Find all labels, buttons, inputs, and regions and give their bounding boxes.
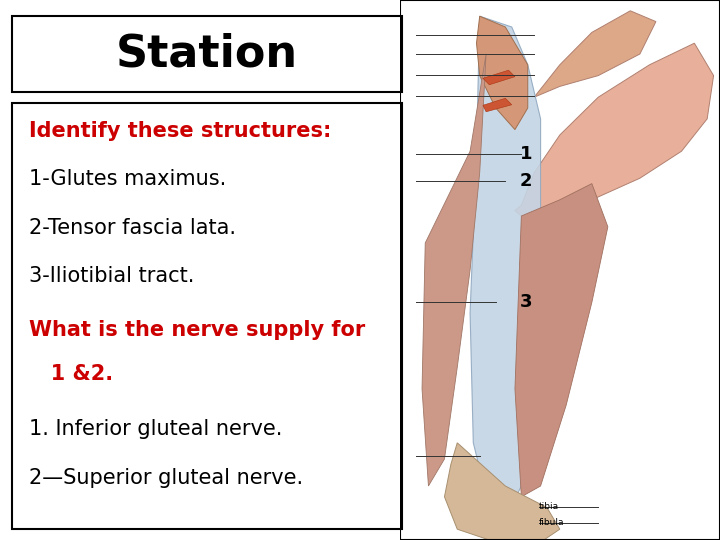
Bar [12,103,402,529]
Polygon shape [470,16,541,518]
Text: 1. Inferior gluteal nerve.: 1. Inferior gluteal nerve. [29,419,282,440]
Text: tibia: tibia [539,502,559,511]
Text: What is the nerve supply for: What is the nerve supply for [29,320,365,341]
Text: fibula: fibula [539,518,564,527]
Text: 1: 1 [520,145,533,163]
Text: 2-Tensor fascia lata.: 2-Tensor fascia lata. [29,218,236,238]
Text: 2: 2 [520,172,533,190]
Text: 3: 3 [520,293,533,312]
Text: Identify these structures:: Identify these structures: [29,120,331,141]
Text: 2—Superior gluteal nerve.: 2—Superior gluteal nerve. [29,468,303,488]
Polygon shape [515,184,608,497]
Polygon shape [515,43,714,216]
Text: 1-Glutes maximus.: 1-Glutes maximus. [29,169,226,190]
Polygon shape [483,98,512,112]
Text: 1 &2.: 1 &2. [29,363,113,384]
Bar [12,16,402,92]
Polygon shape [534,11,656,97]
Text: 3-Iliotibial tract.: 3-Iliotibial tract. [29,266,194,287]
Polygon shape [483,70,515,85]
Text: Station: Station [116,32,298,76]
Polygon shape [422,54,486,486]
Polygon shape [477,16,528,130]
Polygon shape [444,443,560,540]
